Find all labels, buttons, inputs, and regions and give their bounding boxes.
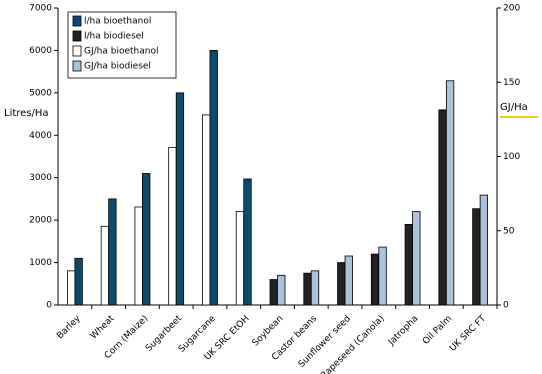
y2-tick-label: 150 <box>503 78 520 88</box>
bar <box>168 147 177 306</box>
legend-label: l/ha bioethanol <box>84 17 151 27</box>
y2-tick-label: 0 <box>503 301 509 311</box>
bar <box>378 246 387 306</box>
x-tick-label: Barley <box>55 313 83 341</box>
legend-swatch <box>72 15 82 27</box>
x-tick-label: Jatropha <box>386 314 420 348</box>
bar <box>175 92 185 306</box>
y-tick-label: 0 <box>46 301 52 311</box>
bar <box>235 211 245 306</box>
legend-label: GJ/ha biodiesel <box>84 62 151 72</box>
y2-tick-label: 50 <box>503 226 515 236</box>
bar <box>344 255 353 306</box>
bar <box>445 80 455 306</box>
y2-tick-label: 100 <box>503 152 520 162</box>
bar <box>269 279 278 306</box>
y-tick-label: 6000 <box>29 46 52 56</box>
bar <box>243 178 252 306</box>
y2-axis-label: GJ/Ha <box>500 102 528 113</box>
y-tick-label: 1000 <box>29 258 52 268</box>
y-tick-label: 7000 <box>29 4 52 14</box>
y-tick-label: 2000 <box>29 216 52 226</box>
bar <box>337 262 346 306</box>
x-tick-label: Oil Palm <box>421 314 454 347</box>
bar <box>134 206 143 306</box>
bar <box>74 257 83 306</box>
legend-swatch <box>72 45 82 57</box>
bar <box>438 109 447 306</box>
y2-tick-label: 200 <box>503 4 520 14</box>
bar <box>479 194 489 306</box>
legend-swatch <box>72 60 82 72</box>
y-axis-label: Litres/Ha <box>4 108 49 119</box>
bar <box>303 272 312 306</box>
bar <box>472 208 481 306</box>
legend-box <box>67 11 177 79</box>
x-tick-label: Wheat <box>89 313 117 341</box>
bar <box>404 223 413 306</box>
bar <box>310 270 320 306</box>
y-tick-label: 5000 <box>29 88 52 98</box>
y-tick-label: 4000 <box>29 131 52 141</box>
legend-label: GJ/ha bioethanol <box>84 47 158 57</box>
x-tick-label: UK SRC FT <box>448 313 488 353</box>
bar <box>66 270 76 306</box>
bar <box>277 274 286 306</box>
bar <box>100 225 110 306</box>
x-tick-label: Soybean <box>251 314 286 349</box>
legend-label: l/ha biodiesel <box>84 32 144 42</box>
bar <box>412 211 421 306</box>
bar <box>202 114 211 306</box>
legend-swatch <box>72 30 82 42</box>
bar <box>142 173 151 306</box>
bar <box>108 198 117 306</box>
y-tick-label: 3000 <box>29 173 52 183</box>
bar <box>209 50 218 306</box>
bar <box>370 253 380 306</box>
